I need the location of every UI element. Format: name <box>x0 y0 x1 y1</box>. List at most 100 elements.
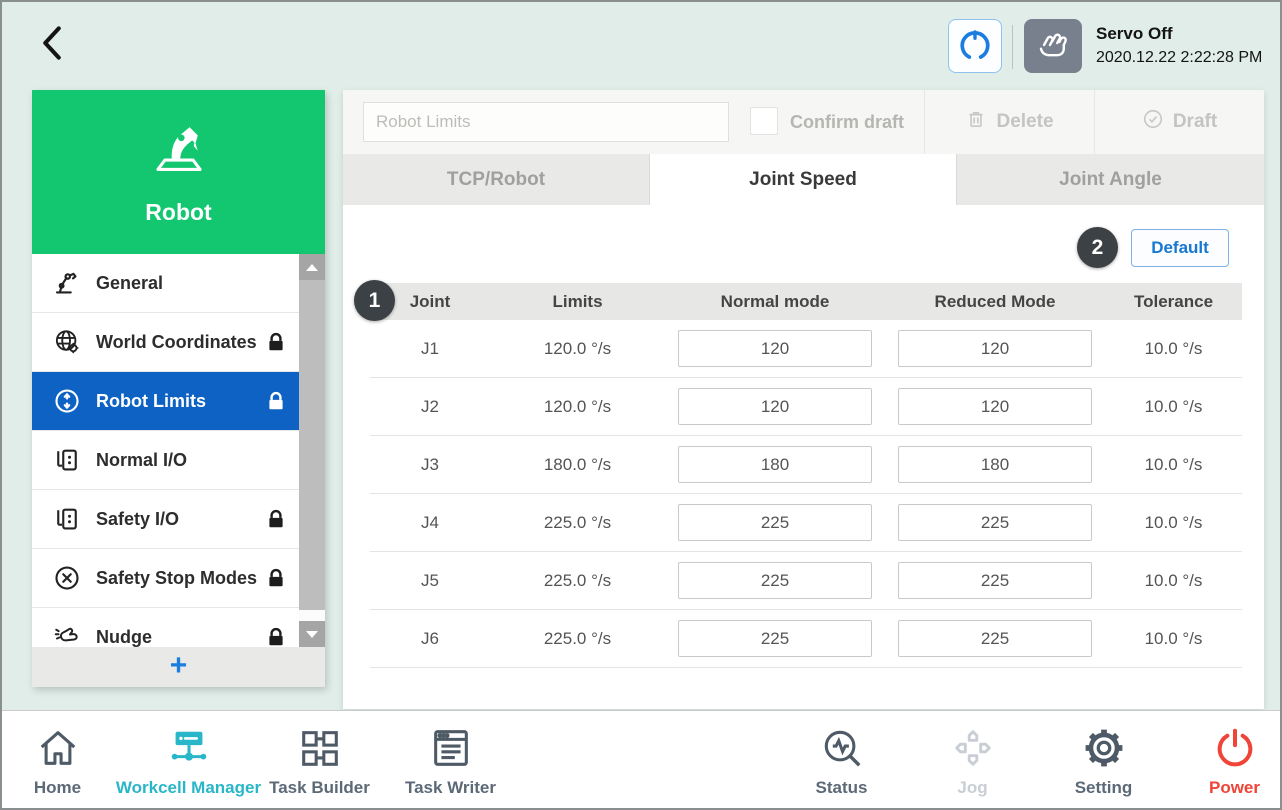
reduced-mode-input[interactable] <box>898 388 1092 425</box>
limit-value: 180.0 °/s <box>543 454 612 474</box>
tolerance-value: 10.0 °/s <box>1144 570 1203 590</box>
normal-mode-input[interactable] <box>678 504 872 541</box>
limit-value: 120.0 °/s <box>543 338 612 358</box>
normal-mode-input[interactable] <box>678 330 872 367</box>
column-header: Tolerance <box>1133 291 1214 311</box>
gripper-icon <box>958 28 992 65</box>
globe-icon <box>52 327 82 357</box>
hand-icon <box>1034 27 1072 66</box>
topbar-divider <box>1012 25 1013 69</box>
reduced-mode-input[interactable] <box>898 620 1092 657</box>
joint-speed-table: Joint Limits Normal mode Reduced Mode To… <box>370 283 1242 668</box>
table-row: J5 225.0 °/s 10.0 °/s <box>370 552 1242 610</box>
tolerance-value: 10.0 °/s <box>1144 454 1203 474</box>
workcell-robot-card[interactable]: Robot <box>32 90 325 254</box>
nav-label: Setting <box>1074 778 1133 797</box>
lock-icon <box>265 331 287 353</box>
trash-icon <box>965 108 987 136</box>
sidebar-item-label: Robot Limits <box>96 390 206 411</box>
limit-value: 120.0 °/s <box>543 396 612 416</box>
triangle-down-icon <box>306 630 318 638</box>
draft-button-label: Draft <box>1172 111 1218 132</box>
lock-icon <box>265 567 287 589</box>
scrollbar-thumb[interactable] <box>299 280 325 610</box>
sidebar-item-nudge[interactable]: Nudge <box>32 608 299 647</box>
tab-joint-speed[interactable]: Joint Speed <box>650 154 957 205</box>
back-chevron-icon <box>39 25 65 64</box>
draft-button[interactable]: Draft <box>1094 90 1264 154</box>
reduced-mode-input[interactable] <box>898 330 1092 367</box>
sidebar-item-safety-io[interactable]: Safety I/O <box>32 490 299 549</box>
bottom-navigation: Home Workcell Manager <box>2 710 1280 808</box>
robot-arm-small-icon <box>52 268 82 298</box>
reduced-mode-input[interactable] <box>898 504 1092 541</box>
scroll-up-button[interactable] <box>299 254 325 280</box>
tolerance-value: 10.0 °/s <box>1144 396 1203 416</box>
column-header: Normal mode <box>720 291 830 311</box>
tab-bar: TCP/Robot Joint Speed Joint Angle <box>343 154 1264 205</box>
io-board-icon <box>52 445 82 475</box>
nav-workcell-manager[interactable]: Workcell Manager <box>116 711 261 808</box>
gear-icon <box>1081 725 1127 776</box>
delete-button-label: Delete <box>996 111 1054 132</box>
gripper-tool-button[interactable] <box>948 19 1002 73</box>
workcell-sidebar: Robot General <box>32 90 325 687</box>
back-button[interactable] <box>30 22 74 66</box>
nav-setting[interactable]: Setting <box>1038 711 1169 808</box>
home-icon <box>35 725 81 776</box>
main-panel: Confirm draft Delete Draft TCP/Ro <box>343 90 1264 709</box>
delete-button[interactable]: Delete <box>924 90 1094 154</box>
sidebar-item-robot-limits[interactable]: Robot Limits <box>32 372 299 431</box>
tab-joint-angle[interactable]: Joint Angle <box>957 154 1264 205</box>
nav-power[interactable]: Power <box>1169 711 1280 808</box>
sidebar-item-world-coordinates[interactable]: World Coordinates <box>32 313 299 372</box>
nav-task-builder[interactable]: Task Builder <box>254 711 385 808</box>
reduced-mode-input[interactable] <box>898 562 1092 599</box>
nav-home[interactable]: Home <box>2 711 123 808</box>
tab-tcp-robot[interactable]: TCP/Robot <box>343 154 650 205</box>
tolerance-value: 10.0 °/s <box>1144 628 1203 648</box>
default-button[interactable]: Default <box>1131 229 1229 267</box>
add-item-button[interactable]: + <box>32 647 325 687</box>
servo-status-text: Servo Off <box>1096 24 1173 43</box>
sidebar-item-label: World Coordinates <box>96 331 257 352</box>
io-board-icon <box>52 504 82 534</box>
tolerance-value: 10.0 °/s <box>1144 338 1203 358</box>
sidebar-item-label: Nudge <box>96 626 152 647</box>
reduced-mode-input[interactable] <box>898 446 1092 483</box>
limit-value: 225.0 °/s <box>543 570 612 590</box>
normal-mode-input[interactable] <box>678 620 872 657</box>
limit-value: 225.0 °/s <box>543 628 612 648</box>
nav-label: Power <box>1208 778 1261 797</box>
sidebar-item-general[interactable]: General <box>32 254 299 313</box>
hand-guide-button[interactable] <box>1024 19 1082 73</box>
nav-jog[interactable]: Jog <box>907 711 1038 808</box>
joint-speed-panel: 2 Default 1 Joint Limits Normal mode Red… <box>343 205 1264 709</box>
nav-label: Jog <box>957 778 988 797</box>
nav-label: Home <box>33 778 82 797</box>
sidebar-item-safety-stop-modes[interactable]: Safety Stop Modes <box>32 549 299 608</box>
table-header-row: Joint Limits Normal mode Reduced Mode To… <box>370 283 1242 320</box>
nav-label: Task Writer <box>404 778 497 797</box>
table-row: J1 120.0 °/s 10.0 °/s <box>370 320 1242 378</box>
item-name-input[interactable] <box>363 102 729 142</box>
nudge-hand-icon <box>52 622 82 647</box>
normal-mode-input[interactable] <box>678 388 872 425</box>
normal-mode-input[interactable] <box>678 562 872 599</box>
sidebar-item-label: Normal I/O <box>96 449 188 470</box>
task-writer-icon <box>428 725 474 776</box>
confirm-draft-label: Confirm draft <box>790 112 904 132</box>
normal-mode-input[interactable] <box>678 446 872 483</box>
sidebar-item-normal-io[interactable]: Normal I/O <box>32 431 299 490</box>
circle-x-icon <box>52 563 82 593</box>
sidebar-item-label: Safety Stop Modes <box>96 567 258 588</box>
datetime-text: 2020.12.22 2:22:28 PM <box>1096 48 1263 66</box>
joint-label: J4 <box>421 512 439 532</box>
sidebar-scrollbar <box>299 254 325 647</box>
nav-status[interactable]: Status <box>776 711 907 808</box>
scroll-down-button[interactable] <box>299 621 325 647</box>
workcell-title: Robot <box>145 199 212 225</box>
confirm-draft-checkbox[interactable] <box>750 107 778 135</box>
table-row: J4 225.0 °/s 10.0 °/s <box>370 494 1242 552</box>
nav-task-writer[interactable]: Task Writer <box>385 711 516 808</box>
